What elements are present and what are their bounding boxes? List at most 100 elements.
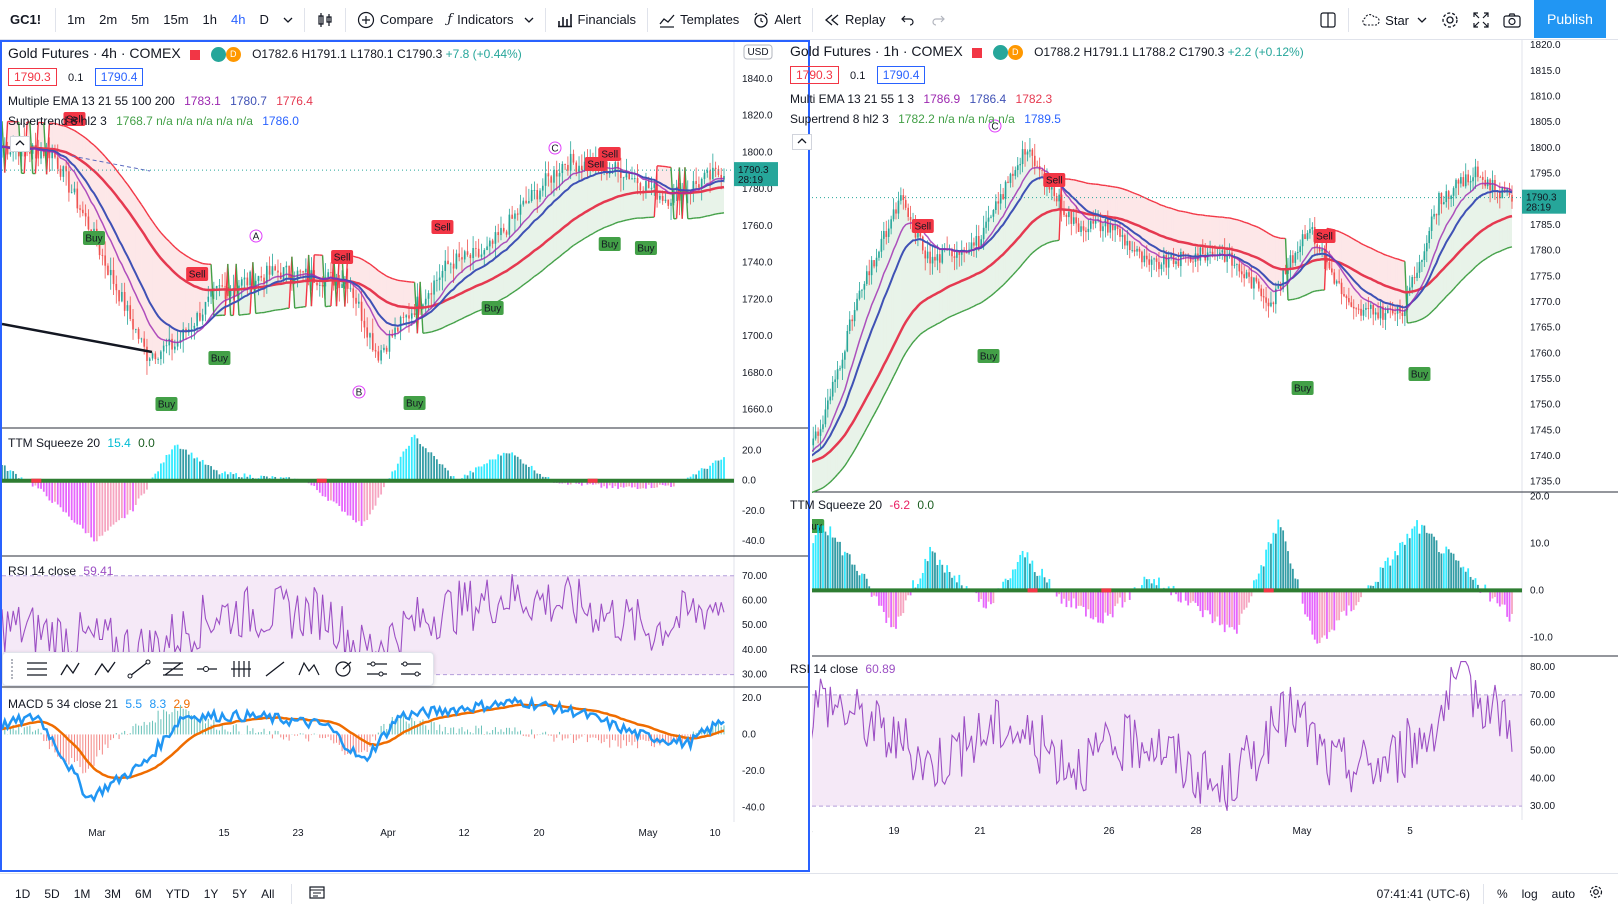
sell-signal[interactable]: [186, 267, 209, 281]
goto-date-button[interactable]: [302, 885, 332, 902]
layout-button[interactable]: [1312, 0, 1344, 40]
percent-toggle[interactable]: %: [1496, 886, 1508, 901]
sell-signal[interactable]: [63, 112, 86, 126]
trend-line-drawing[interactable]: [2, 322, 153, 354]
collapse-legend-button[interactable]: [792, 134, 812, 150]
axis-settings-button[interactable]: [1582, 885, 1610, 902]
auto-toggle[interactable]: auto: [1551, 886, 1575, 901]
buy-signal[interactable]: [1408, 367, 1431, 381]
financials-button[interactable]: Financials: [550, 0, 644, 40]
channel-icon[interactable]: [365, 659, 389, 679]
buy-signal[interactable]: [977, 349, 1000, 363]
ttm-legend[interactable]: TTM Squeeze 20 -6.2 0.0: [790, 498, 935, 512]
supertrend-legend[interactable]: Supertrend 8 hl2 3 1782.2 n/a n/a n/a n/…: [790, 112, 1061, 126]
fullscreen-button[interactable]: [1466, 0, 1496, 40]
buy-signal[interactable]: [481, 301, 504, 315]
sell-signal[interactable]: [911, 219, 934, 233]
range-3m[interactable]: 3M: [104, 886, 122, 901]
sell-signal[interactable]: [431, 220, 454, 234]
chart-canvas-right[interactable]: 1820.01815.01810.01805.01800.01795.01790…: [812, 40, 1618, 872]
buy-signal[interactable]: [634, 241, 657, 255]
elliott-wave-marker[interactable]: [352, 385, 366, 399]
star-button[interactable]: Star: [1353, 0, 1434, 40]
interval-1h[interactable]: 1h: [202, 12, 218, 27]
settings-button[interactable]: [1434, 0, 1466, 40]
range-5y[interactable]: 5Y: [232, 886, 248, 901]
range-1m[interactable]: 1M: [73, 886, 91, 901]
macd-legend[interactable]: MACD 5 34 close 21 5.5 8.3 2.9: [8, 697, 191, 711]
range-1d[interactable]: 1D: [15, 886, 31, 901]
chart-type-button[interactable]: [309, 0, 341, 40]
clock-timezone[interactable]: 07:41:41 (UTC-6): [1376, 886, 1470, 901]
spiral-icon[interactable]: [331, 659, 355, 679]
sell-signal[interactable]: [1043, 173, 1066, 187]
compare-button[interactable]: Compare: [350, 0, 440, 40]
fib-retracement-icon[interactable]: [161, 659, 185, 679]
horizontal-lines-icon[interactable]: [25, 659, 49, 679]
ema-legend[interactable]: Multi EMA 13 21 55 1 3 1786.9 1786.4 178…: [790, 92, 1053, 106]
ttm-legend[interactable]: TTM Squeeze 20 15.4 0.0: [8, 436, 155, 450]
interval-2m[interactable]: 2m: [99, 12, 118, 27]
bid-price[interactable]: 1790.3: [790, 66, 839, 84]
currency-badge[interactable]: [743, 44, 773, 60]
snapshot-button[interactable]: [1496, 0, 1528, 40]
sell-signal[interactable]: [331, 250, 354, 264]
buy-signal[interactable]: [598, 237, 621, 251]
interval-d[interactable]: D: [259, 12, 269, 27]
range-1y[interactable]: 1Y: [203, 886, 219, 901]
drag-handle-icon[interactable]: [11, 659, 15, 679]
templates-button[interactable]: Templates: [652, 0, 746, 40]
flag-icon[interactable]: [190, 49, 201, 60]
ask-price[interactable]: 1790.4: [876, 66, 926, 84]
trend-line-dashed[interactable]: [71, 155, 151, 172]
buy-signal[interactable]: [82, 231, 105, 245]
chart-pane-right[interactable]: 1820.01815.01810.01805.01800.01795.01790…: [790, 40, 1618, 872]
replay-button[interactable]: Replay: [817, 0, 892, 40]
redo-button[interactable]: [923, 0, 953, 40]
buy-signal[interactable]: [1291, 381, 1314, 395]
sell-signal[interactable]: [598, 147, 621, 161]
interval-5m[interactable]: 5m: [131, 12, 150, 27]
publish-button[interactable]: Publish: [1534, 0, 1606, 38]
bid-price[interactable]: 1790.3: [8, 68, 57, 86]
abc-pattern-icon[interactable]: [93, 659, 117, 679]
interval-dropdown[interactable]: [276, 0, 300, 40]
ask-price[interactable]: 1790.4: [94, 68, 144, 86]
buy-signal[interactable]: [208, 351, 231, 365]
range-ytd[interactable]: YTD: [165, 886, 190, 901]
undo-button[interactable]: [893, 0, 923, 40]
buy-signal[interactable]: [403, 396, 426, 410]
last-price-tag[interactable]: [1522, 189, 1566, 214]
line-tool-icon[interactable]: [263, 659, 287, 679]
buy-signal[interactable]: [155, 397, 178, 411]
collapse-legend-button[interactable]: [10, 136, 30, 152]
log-toggle[interactable]: log: [1521, 886, 1538, 901]
chart-pane-left[interactable]: 1840.0 1820.0 1800.0 1780.0 1760.0 1740.0 1720…: [0, 40, 810, 872]
settings-lines-icon[interactable]: [399, 659, 423, 679]
symbol-search[interactable]: GC1!: [10, 12, 42, 27]
supertrend-legend[interactable]: Supertrend 8 hl2 3 1768.7 n/a n/a n/a n/…: [8, 114, 299, 128]
alert-button[interactable]: Alert: [746, 0, 808, 40]
elliott-wave-marker[interactable]: [988, 119, 1002, 133]
interval-4h[interactable]: 4h: [231, 12, 246, 27]
elliott-wave-marker[interactable]: [548, 141, 562, 155]
vertical-lines-icon[interactable]: [229, 659, 253, 679]
chart-canvas-left[interactable]: 1840.01820.01800.01780.01760.01740.01720…: [2, 42, 808, 870]
rsi-legend[interactable]: RSI 14 close 59.41: [8, 564, 114, 578]
range-6m[interactable]: 6M: [135, 886, 152, 901]
xabcd-pattern-icon[interactable]: [59, 659, 83, 679]
trend-line-icon[interactable]: [127, 659, 151, 679]
indicators-button[interactable]: ƒ Indicators: [440, 0, 540, 40]
last-price-tag[interactable]: [734, 162, 778, 187]
range-all[interactable]: All: [261, 886, 275, 901]
horizontal-ray-icon[interactable]: [195, 659, 219, 679]
elliott-wave-marker[interactable]: [249, 229, 263, 243]
elliott-wave-icon[interactable]: [297, 659, 321, 679]
rsi-legend[interactable]: RSI 14 close 60.89: [790, 662, 896, 676]
interval-1m[interactable]: 1m: [67, 12, 86, 27]
flag-icon[interactable]: [972, 47, 983, 58]
ema-legend[interactable]: Multiple EMA 13 21 55 100 200 1783.1 178…: [8, 94, 313, 108]
sell-signal[interactable]: [1313, 229, 1336, 243]
range-5d[interactable]: 5D: [44, 886, 60, 901]
interval-15m[interactable]: 15m: [163, 12, 189, 27]
